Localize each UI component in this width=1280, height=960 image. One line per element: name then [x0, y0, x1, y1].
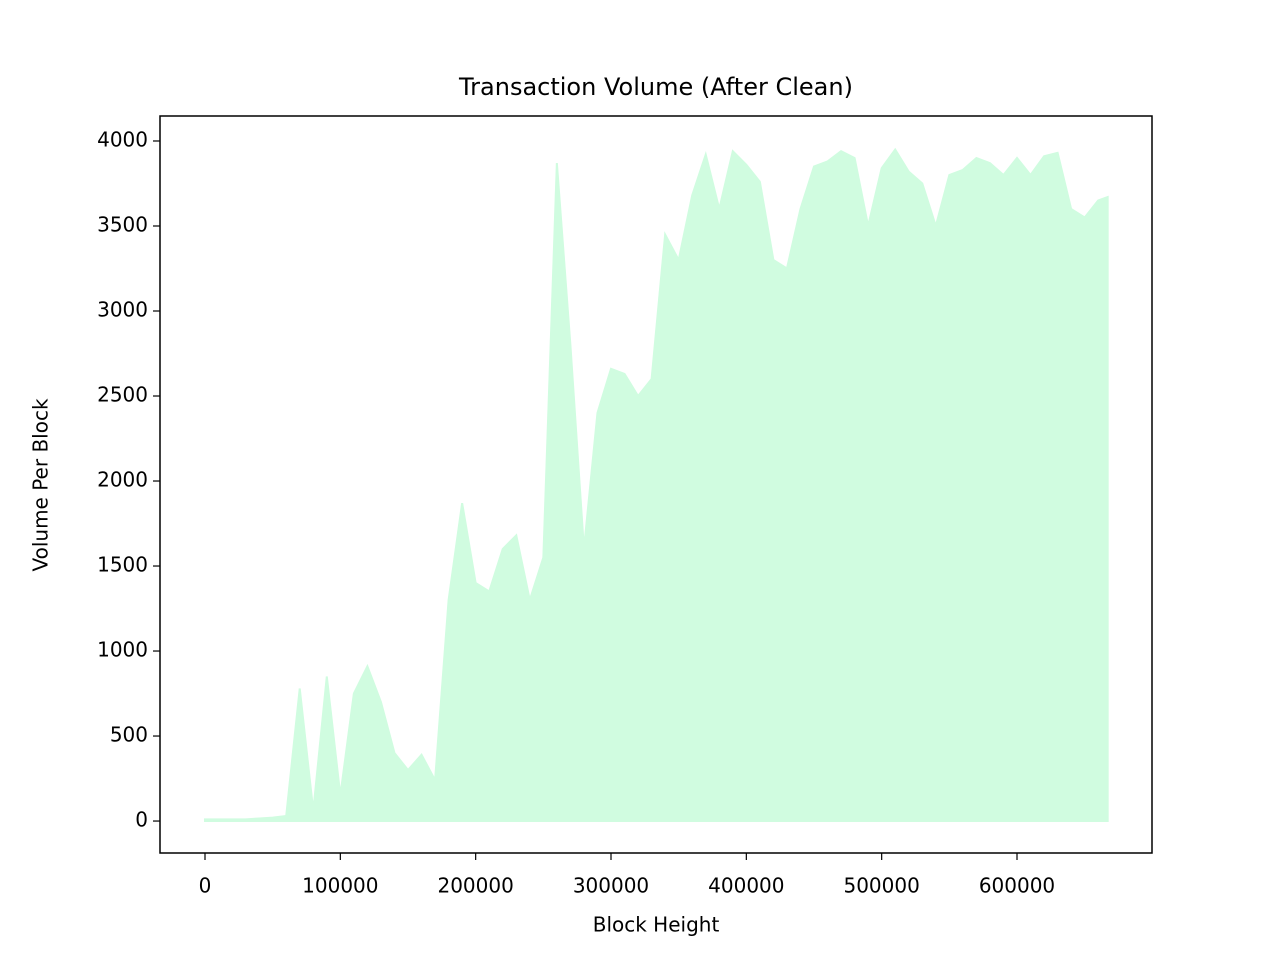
y-tick-label: 3000	[97, 298, 148, 322]
y-tick-label: 2000	[97, 468, 148, 492]
y-tick-label: 2500	[97, 383, 148, 407]
y-tick-label: 0	[135, 808, 148, 832]
y-tick-label: 500	[110, 723, 148, 747]
chart-title: Transaction Volume (After Clean)	[458, 73, 853, 101]
area	[203, 147, 1109, 823]
x-tick-label: 0	[199, 874, 212, 898]
x-tick-label: 600000	[979, 874, 1055, 898]
y-tick-label: 1000	[97, 638, 148, 662]
plot-frame	[159, 115, 1153, 854]
y-axis-label: Volume Per Block	[29, 398, 53, 571]
x-tick-label: 200000	[437, 874, 513, 898]
x-tick-label: 500000	[843, 874, 919, 898]
y-tick-label: 1500	[97, 553, 148, 577]
x-tick-label: 400000	[708, 874, 784, 898]
x-tick-label: 300000	[573, 874, 649, 898]
y-tick-label: 4000	[97, 127, 148, 151]
x-axis-label: Block Height	[593, 913, 720, 937]
y-tick-label: 3500	[97, 212, 148, 236]
x-tick-label: 100000	[302, 874, 378, 898]
